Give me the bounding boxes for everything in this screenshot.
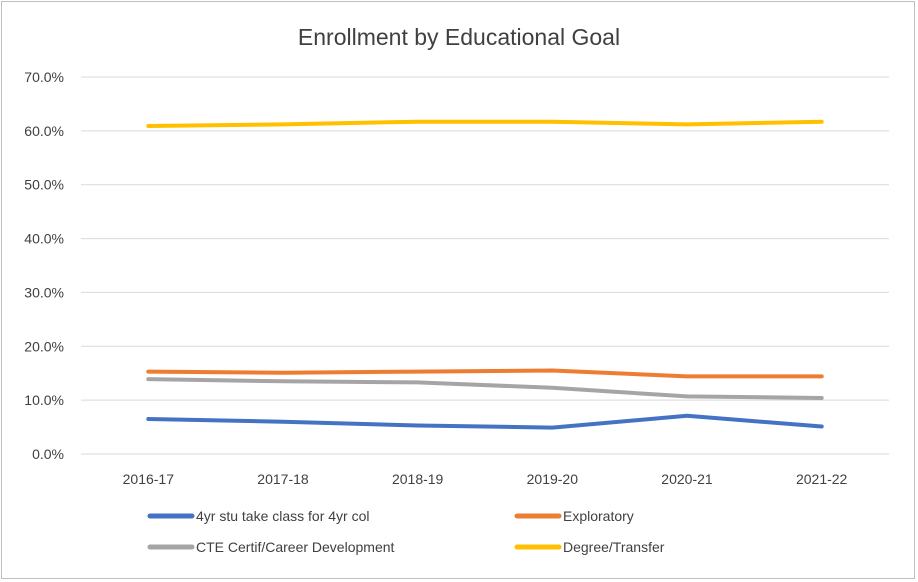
series-line-degree-transfer [146,119,824,128]
x-tick-label: 2017-18 [257,471,309,487]
y-tick-label: 30.0% [24,284,64,300]
gridlines [81,76,889,455]
series-lines [146,119,824,430]
legend-label: 4yr stu take class for 4yr col [196,508,370,524]
legend-label: CTE Certif/Career Development [196,539,395,555]
y-tick-label: 50.0% [24,177,64,193]
legend-label: Degree/Transfer [563,539,665,555]
x-tick-label: 2021-22 [796,471,848,487]
series-line-exploratory [146,368,824,379]
y-tick-label: 20.0% [24,338,64,354]
y-tick-label: 10.0% [24,392,64,408]
x-axis-ticks: 2016-17 2017-18 2018-19 2019-20 2020-21 2021-… [123,471,848,487]
legend: 4yr stu take class for 4yr col Explorator… [147,508,665,555]
y-tick-label: 70.0% [24,69,64,85]
y-tick-label: 0.0% [32,446,64,462]
legend-label: Exploratory [563,508,634,524]
x-tick-label: 2019-20 [527,471,579,487]
x-tick-label: 2016-17 [123,471,175,487]
series-line-cte-certif-career-development [146,377,824,400]
chart-title: Enrollment by Educational Goal [298,24,620,50]
x-tick-label: 2020-21 [661,471,713,487]
y-tick-label: 40.0% [24,231,64,247]
series-line-4yr-stu-take-class-for-4yr-col [146,413,824,430]
x-tick-label: 2018-19 [392,471,444,487]
y-tick-label: 60.0% [24,123,64,139]
y-axis-ticks: 0.0% 10.0% 20.0% 30.0% 40.0% 50.0% 60.0% 70.0% [24,69,64,462]
